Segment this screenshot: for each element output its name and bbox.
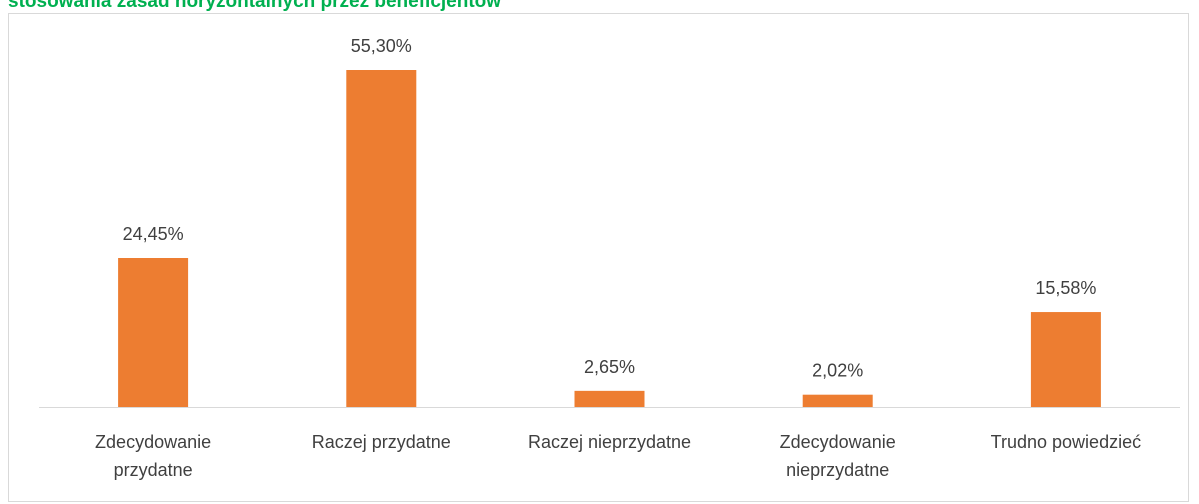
x-tick-label: Trudno powiedzieć bbox=[990, 432, 1142, 452]
data-label: 15,58% bbox=[1035, 278, 1096, 298]
data-label: 2,65% bbox=[584, 357, 635, 377]
bar bbox=[802, 394, 873, 407]
bar bbox=[574, 390, 645, 407]
chart-frame bbox=[8, 13, 1189, 502]
x-tick-label: Raczej przydatne bbox=[311, 432, 451, 452]
data-label: 24,45% bbox=[123, 224, 184, 244]
bar bbox=[1030, 312, 1101, 407]
chart-title: stosowania zasad horyzontalnych przez be… bbox=[8, 0, 502, 12]
data-label: 2,02% bbox=[812, 361, 863, 381]
x-tick-label: Raczej nieprzydatne bbox=[527, 432, 692, 452]
x-tick-label: Zdecydowanie nieprzydatne bbox=[779, 432, 896, 480]
data-label: 55,30% bbox=[351, 36, 412, 56]
bar bbox=[346, 70, 417, 407]
bar bbox=[118, 258, 189, 407]
x-tick-label: Zdecydowanie przydatne bbox=[95, 432, 212, 480]
